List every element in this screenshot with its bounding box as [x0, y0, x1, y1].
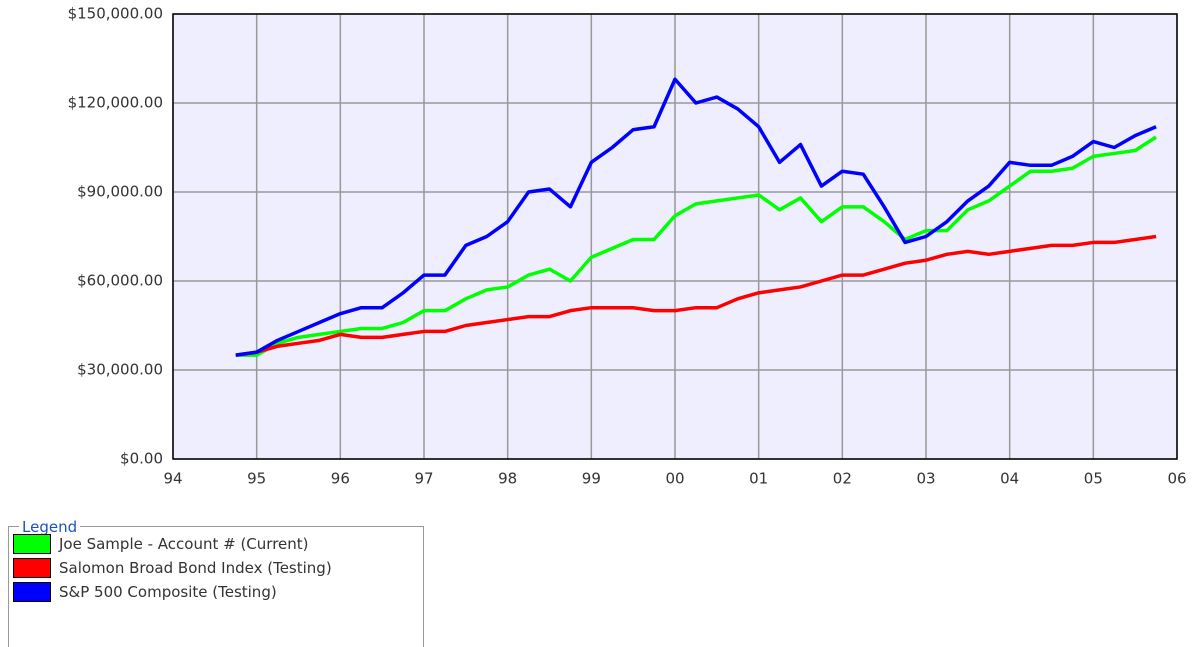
legend-swatch: [13, 534, 51, 554]
x-tick-label: 98: [498, 470, 517, 488]
legend-item: S&P 500 Composite (Testing): [13, 581, 277, 603]
x-tick-label: 06: [1167, 470, 1186, 488]
x-tick-label: 04: [1000, 470, 1019, 488]
x-tick-label: 99: [582, 470, 601, 488]
plot-border: [172, 13, 1178, 460]
series-line: [235, 234, 1157, 357]
x-tick-label: 05: [1084, 470, 1103, 488]
legend-swatch: [13, 558, 51, 578]
legend-label: S&P 500 Composite (Testing): [59, 583, 277, 601]
x-tick-label: 00: [665, 470, 684, 488]
legend-label: Salomon Broad Bond Index (Testing): [59, 559, 332, 577]
y-tick-label: $60,000.00: [77, 272, 163, 290]
y-tick-label: $150,000.00: [68, 5, 163, 23]
series-line: [235, 135, 1158, 357]
x-tick-label: 94: [163, 470, 182, 488]
x-tick-label: 02: [833, 470, 852, 488]
x-tick-label: 97: [414, 470, 433, 488]
x-tick-label: 96: [331, 470, 350, 488]
y-tick-label: $0.00: [120, 450, 163, 468]
x-tick-label: 01: [749, 470, 768, 488]
legend-label: Joe Sample - Account # (Current): [59, 535, 309, 553]
x-tick-label: 95: [247, 470, 266, 488]
series-line: [235, 77, 1157, 357]
legend: Legend Joe Sample - Account # (Current) S…: [8, 518, 424, 647]
y-tick-label: $120,000.00: [68, 94, 163, 112]
legend-title: Legend: [19, 518, 81, 536]
chart: $0.00 $30,000.00 $60,000.00 $90,000.00 $120,…: [68, 5, 1187, 488]
legend-item: Joe Sample - Account # (Current): [13, 533, 309, 555]
y-tick-label: $30,000.00: [77, 361, 163, 379]
x-tick-label: 03: [916, 470, 935, 488]
y-tick-label: $90,000.00: [77, 183, 163, 201]
legend-swatch: [13, 582, 51, 602]
legend-item: Salomon Broad Bond Index (Testing): [13, 557, 332, 579]
